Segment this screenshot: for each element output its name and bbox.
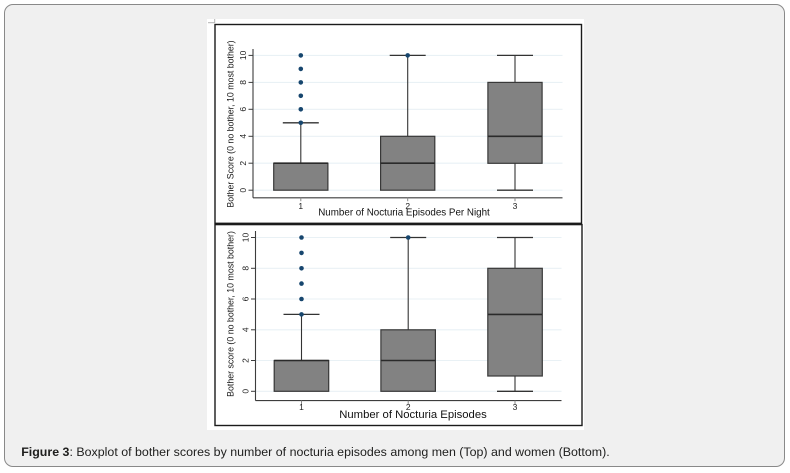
svg-text:10: 10	[238, 50, 248, 60]
svg-text:1: 1	[299, 402, 304, 412]
svg-text:0: 0	[241, 389, 251, 394]
svg-text:8: 8	[238, 80, 248, 85]
svg-text:4: 4	[241, 327, 251, 332]
svg-text:2: 2	[406, 402, 411, 412]
svg-text:2: 2	[405, 201, 410, 211]
svg-text:Number of Nocturia Episodes: Number of Nocturia Episodes	[339, 409, 487, 421]
svg-text:Bother score (0 no bother, 10: Bother score (0 no bother, 10 most bothe…	[226, 231, 236, 397]
svg-text:8: 8	[241, 266, 251, 271]
svg-text:4: 4	[238, 134, 248, 139]
svg-text:2: 2	[241, 358, 251, 363]
svg-text:2: 2	[238, 161, 248, 166]
svg-text:1: 1	[298, 201, 303, 211]
svg-text:3: 3	[513, 201, 518, 211]
svg-text:Number of Nocturia Episodes Pe: Number of Nocturia Episodes Per Night	[318, 208, 490, 219]
svg-text:Bother Score (0 no bother, 10: Bother Score (0 no bother, 10 most bothe…	[226, 40, 236, 207]
svg-text:3: 3	[513, 402, 518, 412]
svg-text:0: 0	[238, 188, 248, 193]
svg-text:6: 6	[238, 107, 248, 112]
svg-text:6: 6	[241, 296, 251, 301]
svg-text:10: 10	[241, 233, 251, 243]
